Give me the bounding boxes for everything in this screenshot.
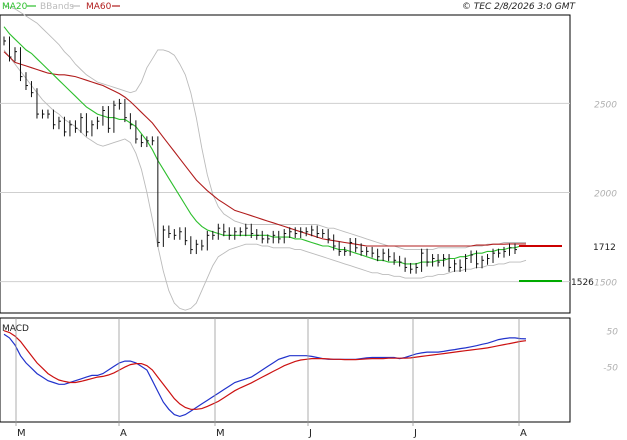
price-series [3, 4, 527, 311]
legend-ma20: MA20 [2, 2, 28, 12]
price-tick-label: 2000 [594, 190, 617, 200]
legend-bbands: BBands [40, 2, 74, 12]
legend-ma60: MA60 [86, 2, 112, 12]
series-line-bbands-lower [3, 49, 527, 311]
macd-panel: MACD 50 -50 [0, 317, 618, 423]
macd-title: MACD [2, 324, 29, 334]
macd-line-signal [3, 330, 527, 410]
x-axis-label: A [120, 428, 127, 439]
macd-tick-label: -50 [603, 363, 618, 373]
price-tick-label: 2500 [594, 100, 617, 110]
x-axis-label: A [520, 428, 527, 439]
macd-tick-label: 50 [607, 328, 619, 338]
chart-legend: MA20 BBands MA60 © TEC 2/8/2026 3:0 GMT [2, 2, 577, 12]
macd-tick-labels: 50 -50 [603, 328, 618, 374]
last-value-ma20-label: 1526 [571, 278, 594, 288]
x-axis-label: M [216, 428, 225, 439]
macd-series [3, 330, 527, 418]
series-line-ma20 [3, 26, 526, 265]
price-panel-frame [0, 14, 571, 314]
price-tick-label: 1500 [594, 279, 617, 289]
macd-line-macd [3, 333, 527, 418]
macd-panel-frame [0, 317, 571, 423]
price-panel: 2500 2000 1500 [0, 4, 617, 314]
series-line-ma60 [3, 51, 526, 247]
last-value-markers: 1712 1526 [519, 243, 616, 288]
price-tick-labels: 2500 2000 1500 [594, 100, 617, 288]
copyright-text: © TEC 2/8/2026 3:0 GMT [462, 2, 577, 12]
price-gridlines [0, 102, 570, 283]
x-axis-label: J [413, 428, 417, 439]
x-axis-label: J [308, 428, 312, 439]
series-line-bbands-upper [3, 4, 526, 251]
last-value-ma60-label: 1712 [593, 243, 616, 253]
x-axis-label: M [17, 428, 26, 439]
